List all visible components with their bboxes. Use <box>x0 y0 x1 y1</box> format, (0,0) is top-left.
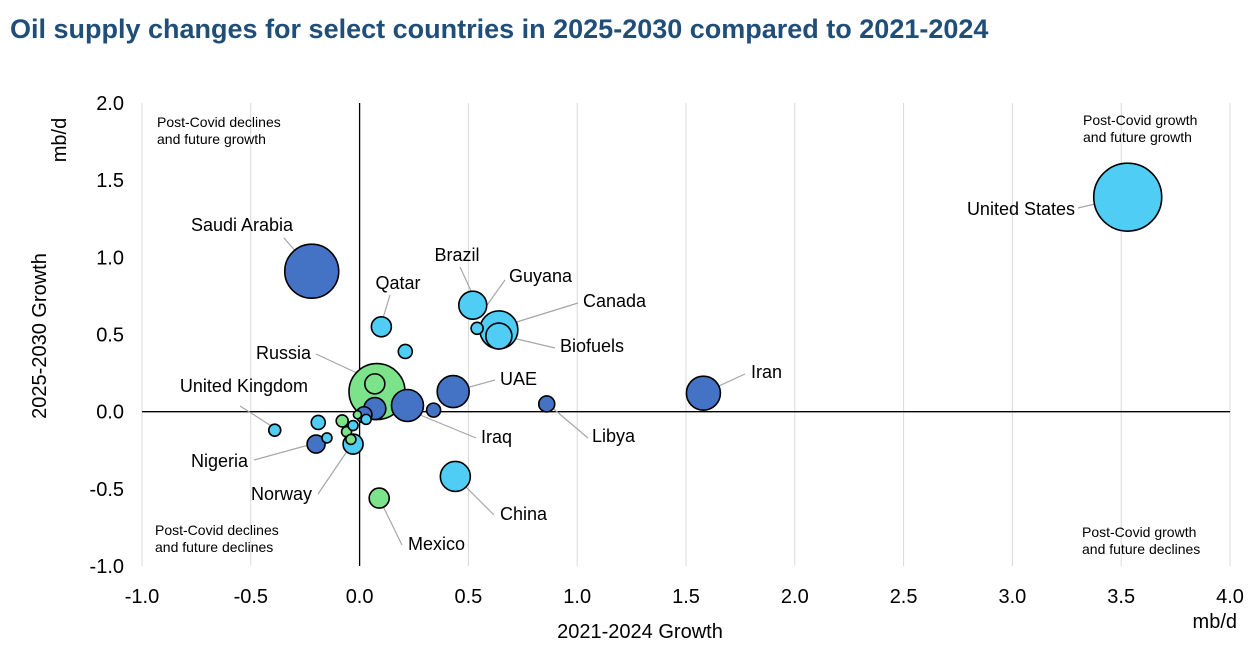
point-label-nigeria: Nigeria <box>191 451 249 471</box>
point-label-brazil: Brazil <box>434 245 479 265</box>
point-label-norway: Norway <box>251 484 312 504</box>
bubble-unlabeled <box>425 402 442 418</box>
bubble-unlabeled <box>310 414 327 431</box>
point-label-guyana: Guyana <box>509 266 573 286</box>
bubble-russia <box>364 373 386 395</box>
point-label-iran: Iran <box>751 362 782 382</box>
y-tick-label: 1.5 <box>96 170 124 192</box>
bubble-libya <box>537 395 556 413</box>
bubble-united-states <box>1092 162 1163 232</box>
bubble-united-kingdom <box>267 423 282 437</box>
bubble-brazil <box>457 290 488 320</box>
point-label-libya: Libya <box>592 426 636 446</box>
bubble-unlabeled <box>352 409 363 420</box>
bubble-biofuels <box>485 322 513 350</box>
bubble-china <box>439 460 472 493</box>
y-axis-label: 2025-2030 Growth <box>29 253 51 419</box>
point-label-saudi-arabia: Saudi Arabia <box>191 215 294 235</box>
leader-line <box>239 405 277 430</box>
x-tick-label: -0.5 <box>234 586 268 608</box>
point-label-russia: Russia <box>256 343 312 363</box>
quadrant-label: Post-Covid growth <box>1082 524 1196 540</box>
x-tick-label: 4.0 <box>1216 586 1244 608</box>
point-label-united-states: United States <box>967 199 1075 219</box>
point-label-united-kingdom: United Kingdom <box>180 376 308 396</box>
x-axis-label: 2021-2024 Growth <box>557 621 723 643</box>
bubble-unlabeled <box>335 414 349 428</box>
point-label-iraq: Iraq <box>481 427 512 447</box>
y-tick-label: -0.5 <box>90 479 124 501</box>
point-label-biofuels: Biofuels <box>560 336 624 356</box>
y-tick-label: 0.0 <box>96 402 124 424</box>
chart-title: Oil supply changes for select countries … <box>10 14 989 44</box>
point-label-canada: Canada <box>583 291 647 311</box>
x-tick-label: 1.5 <box>672 586 700 608</box>
point-label-uae: UAE <box>500 369 537 389</box>
bubble-qatar <box>370 315 393 338</box>
leader-line <box>253 442 317 461</box>
quadrant-label: Post-Covid declines <box>157 114 281 130</box>
bubble-iran <box>685 375 722 411</box>
leader-line <box>459 266 473 294</box>
x-tick-label: 2.5 <box>890 586 918 608</box>
point-label-qatar: Qatar <box>375 273 420 293</box>
bubble-unlabeled <box>360 413 372 426</box>
y-tick-label: 1.0 <box>96 247 124 269</box>
bubble-iraq <box>390 388 425 423</box>
bubble-saudi-arabia <box>283 243 340 300</box>
x-tick-label: 0.5 <box>454 586 482 608</box>
bubble-nigeria <box>306 434 326 454</box>
x-tick-label: 3.5 <box>1107 586 1135 608</box>
quadrant-label: and future declines <box>1082 541 1200 557</box>
bubble-unlabeled <box>397 343 414 360</box>
x-tick-label: 0.0 <box>346 586 374 608</box>
bubble-mexico <box>368 487 390 509</box>
bubble-unlabeled <box>345 433 357 446</box>
point-label-china: China <box>500 504 548 524</box>
y-tick-label: 0.5 <box>96 325 124 347</box>
leader-line <box>382 294 391 319</box>
bubble-unlabeled <box>321 432 333 444</box>
quadrant-label: and future growth <box>157 131 266 147</box>
quadrant-label: Post-Covid declines <box>155 522 279 538</box>
bubbles <box>267 162 1163 509</box>
y-tick-label: 2.0 <box>96 93 124 115</box>
x-tick-label: 3.0 <box>998 586 1026 608</box>
bubble-unlabeled <box>347 419 359 432</box>
x-tick-label: 1.0 <box>563 586 591 608</box>
y-axis-unit: mb/d <box>49 118 71 162</box>
leader-line <box>548 404 589 439</box>
point-labels: United States Saudi Arabia Iran Brazil Guyan… <box>180 199 1075 554</box>
quadrant-label: and future declines <box>155 539 273 555</box>
quadrant-label: Post-Covid growth <box>1083 112 1197 128</box>
x-axis-unit: mb/d <box>1193 611 1237 633</box>
axes <box>142 103 1230 566</box>
bubble-uae <box>436 374 470 409</box>
tick-labels: -1.0 -0.5 0.0 0.5 1.0 1.5 2.0 2.5 3.0 3.5 4.0 2.0 1.… <box>90 93 1244 608</box>
quadrant-label: and future growth <box>1083 129 1192 145</box>
x-tick-label: -1.0 <box>125 586 159 608</box>
bubble-guyana <box>470 321 484 336</box>
point-label-mexico: Mexico <box>408 534 465 554</box>
x-tick-label: 2.0 <box>781 586 809 608</box>
leader-line <box>506 302 579 326</box>
y-tick-label: -1.0 <box>90 556 124 578</box>
